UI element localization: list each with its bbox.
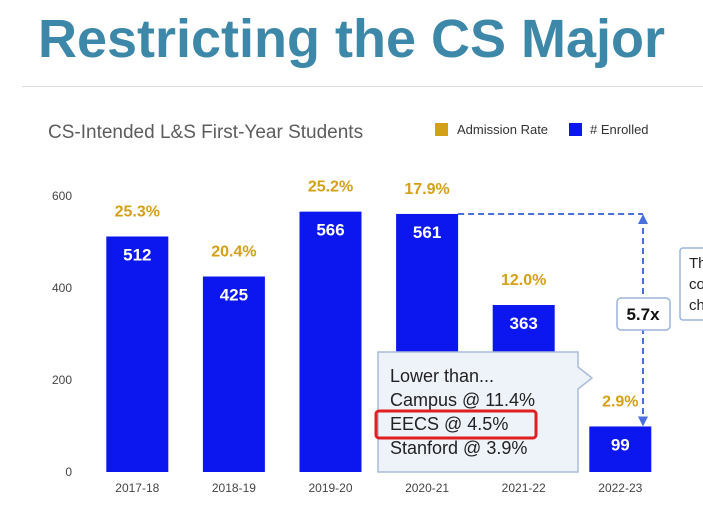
bar [299, 211, 362, 472]
x-axis: 2017-18 2018-19 2019-20 2020-21 2021-22 2022-… [115, 481, 642, 495]
callout-line: Campus @ 11.4% [390, 390, 535, 410]
chart-title: CS-Intended L&S First-Year Students [48, 122, 363, 143]
admission-rate-label: 17.9% [404, 181, 449, 198]
callout-highlight-box [374, 409, 538, 440]
bar-value-label: 363 [510, 314, 538, 333]
legend-label-enrolled: # Enrolled [590, 122, 649, 137]
legend-swatch-enrolled [569, 123, 582, 136]
bar-value-label: 512 [123, 245, 151, 264]
side-note-fragment: ch [689, 297, 703, 314]
admission-rate-label: 25.3% [115, 203, 160, 220]
y-tick-label: 600 [52, 189, 72, 203]
ratio-box [616, 297, 671, 331]
title-divider [22, 86, 703, 87]
annotations: 5.7x Lower than... Campus @ 11.4% EECS @ 4.… [374, 212, 703, 473]
bar [106, 236, 169, 472]
x-tick-label: 2018-19 [212, 481, 256, 495]
admission-rate-label: 20.4% [211, 244, 256, 261]
y-axis: 0 200 400 600 [52, 189, 72, 479]
callout-line: Stanford @ 3.9% [390, 438, 527, 458]
x-tick-label: 2021-22 [502, 481, 546, 495]
x-tick-label: 2017-18 [115, 481, 159, 495]
side-note-box [679, 247, 703, 321]
admission-rate-label: 2.9% [602, 393, 638, 410]
y-tick-label: 400 [52, 281, 72, 295]
callout-line: Lower than... [390, 366, 494, 386]
admission-rate-label: 25.2% [308, 179, 353, 196]
legend-label-admission-rate: Admission Rate [457, 122, 548, 137]
bar-value-label: 566 [316, 221, 344, 240]
y-tick-label: 0 [65, 465, 72, 479]
y-tick-label: 200 [52, 373, 72, 387]
x-tick-label: 2020-21 [405, 481, 449, 495]
bar [202, 276, 265, 472]
admission-rate-label: 12.0% [501, 272, 546, 289]
x-tick-label: 2022-23 [598, 481, 642, 495]
ratio-arrow-head-up [638, 213, 648, 224]
side-note-fragment: co [689, 276, 703, 293]
side-note-fragment: Th [689, 255, 703, 272]
x-tick-label: 2019-20 [308, 481, 352, 495]
bar-value-label: 561 [413, 223, 441, 242]
callout-line: EECS @ 4.5% [390, 414, 508, 434]
ratio-arrow-head-down [638, 416, 648, 427]
ratio-label: 5.7x [626, 305, 660, 324]
legend-swatch-admission-rate [435, 123, 448, 136]
slide-title: Restricting the CS Major [37, 9, 666, 69]
bar-value-label: 425 [220, 286, 248, 305]
bar [589, 426, 652, 472]
bar-value-label: 99 [611, 435, 630, 454]
